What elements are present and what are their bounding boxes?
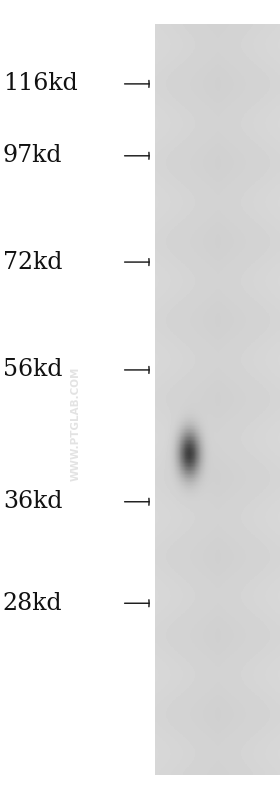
Text: 72kd: 72kd [3,251,62,273]
Text: WWW.PTGLAB.COM: WWW.PTGLAB.COM [71,366,81,481]
Text: 28kd: 28kd [3,592,62,614]
Text: 97kd: 97kd [3,145,62,167]
Text: 116kd: 116kd [3,73,78,95]
Text: 36kd: 36kd [3,491,62,513]
Text: 56kd: 56kd [3,359,62,381]
